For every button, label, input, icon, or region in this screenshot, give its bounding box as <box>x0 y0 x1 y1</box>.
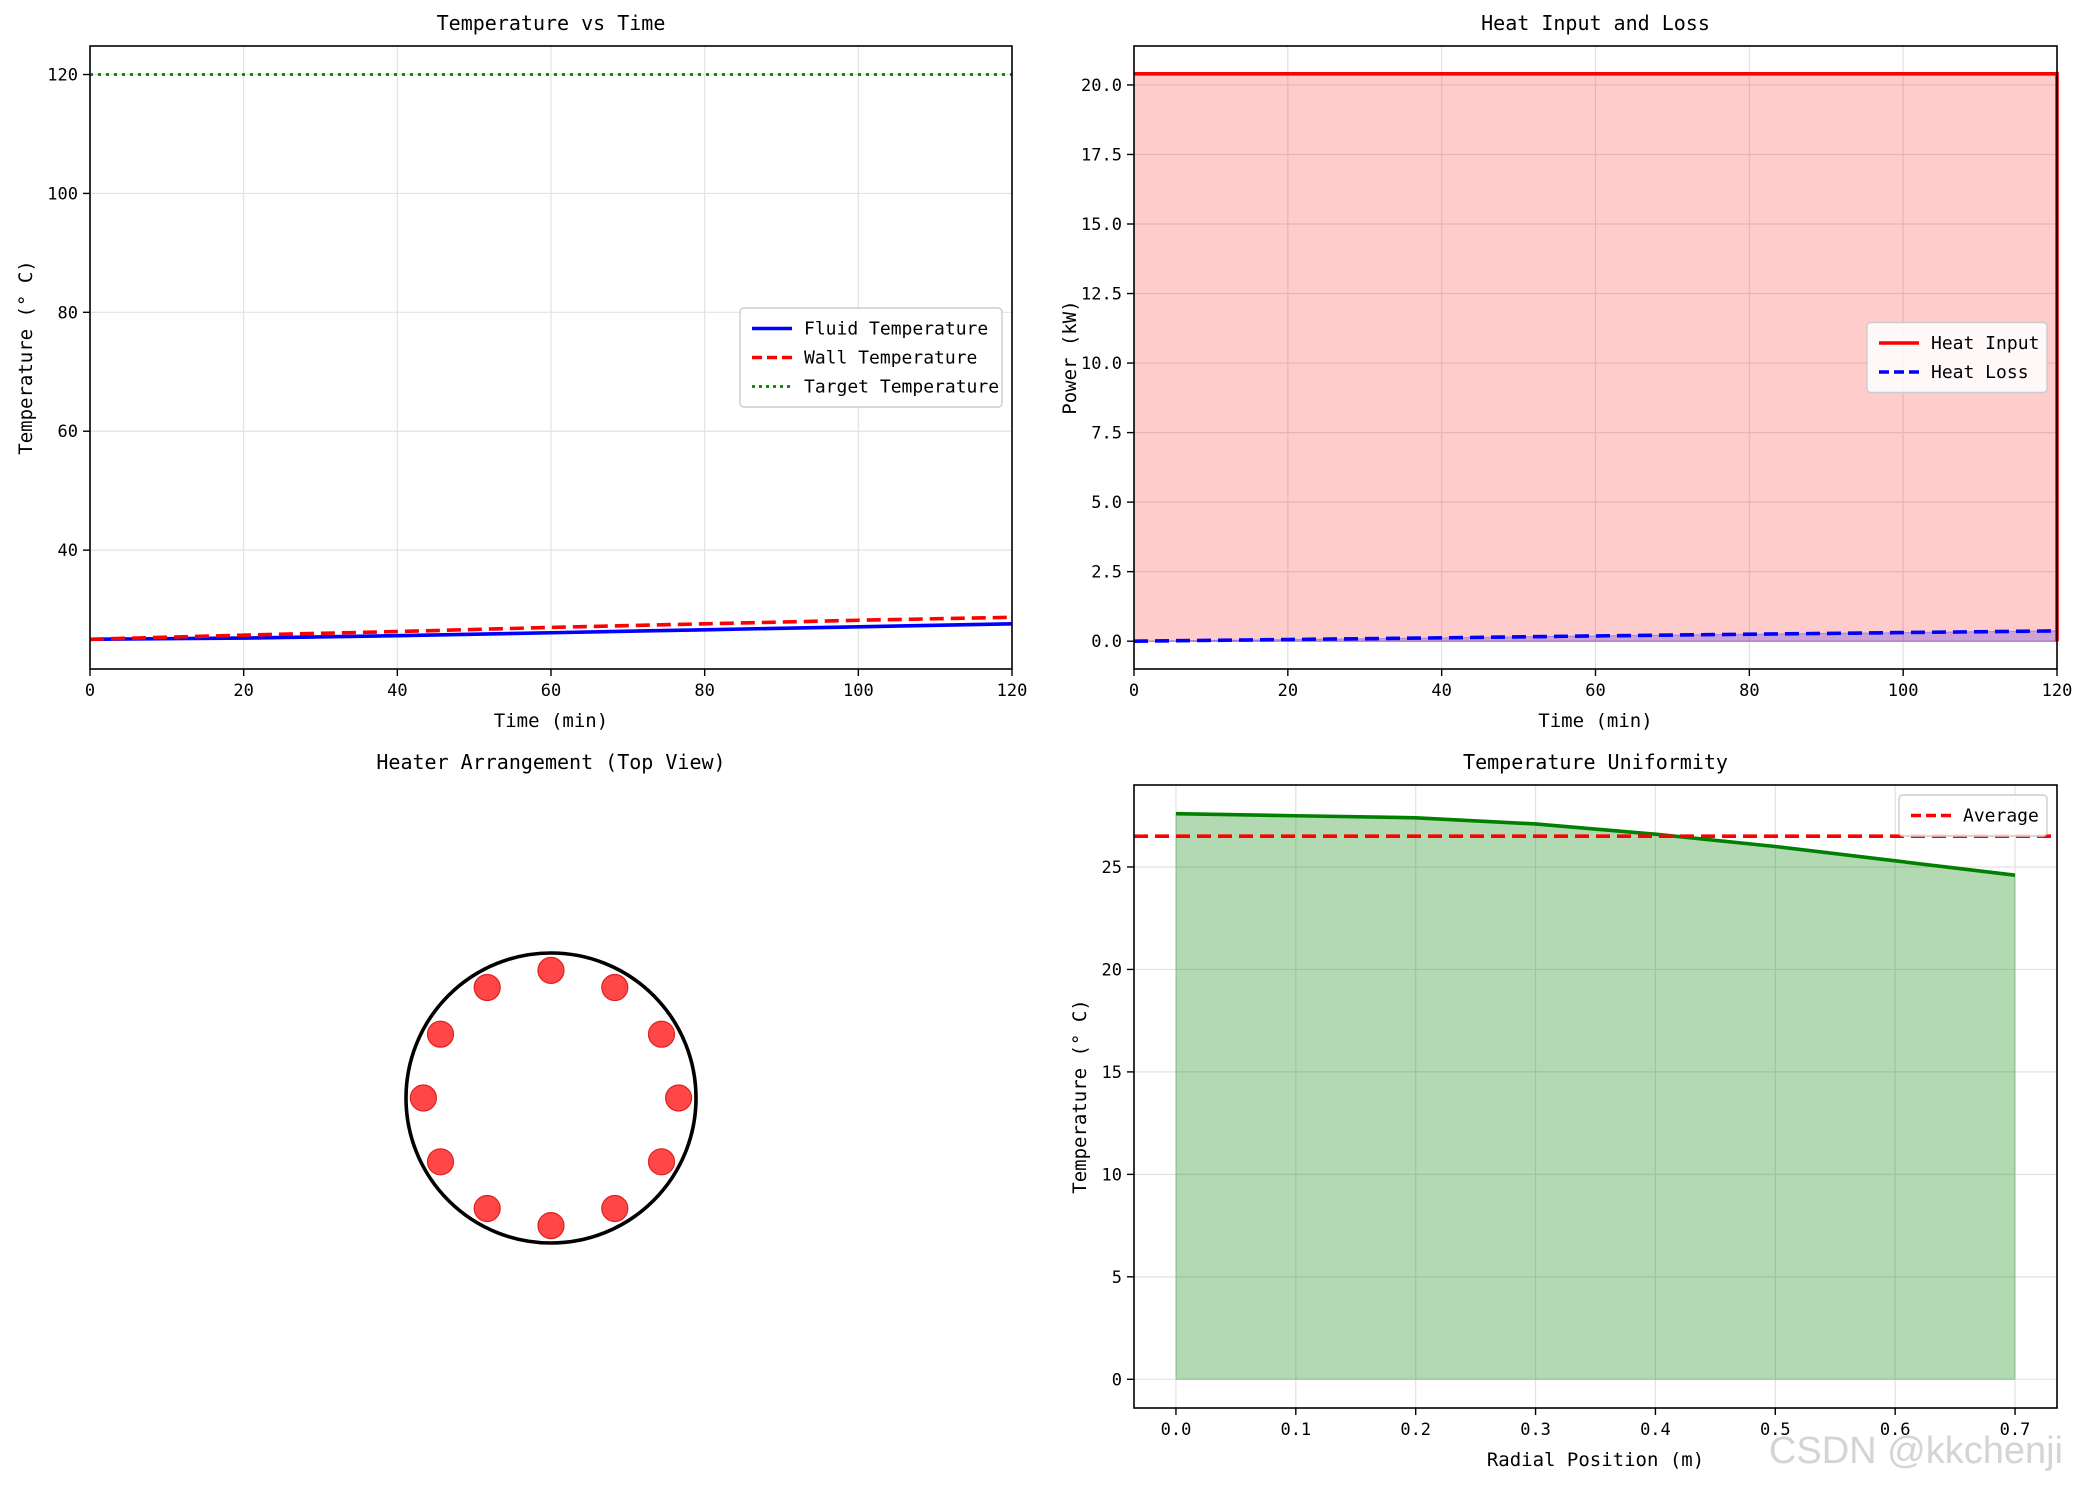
series-line-1 <box>89 622 1013 642</box>
x-tick-label: 60 <box>541 681 561 701</box>
legend-label: Fluid Temperature <box>804 319 988 340</box>
legend-box <box>739 307 1003 408</box>
y-tick-label: 5.0 <box>1091 493 1122 513</box>
chart-title: Heat Input and Loss <box>1481 11 1710 35</box>
x-axis-label: Radial Position (m) <box>1487 1449 1704 1471</box>
y-tick-label: 12.5 <box>1081 285 1122 305</box>
y-tick-label: 0 <box>1112 1370 1122 1390</box>
y-tick-label: 100 <box>47 184 78 204</box>
x-tick-label: 80 <box>1739 681 1759 701</box>
y-axis-label: Power (kW) <box>1059 300 1081 414</box>
x-tick-label: 0 <box>85 681 95 701</box>
x-tick-label: 0.7 <box>2000 1420 2031 1440</box>
series-line-2 <box>1133 629 2058 643</box>
heater-element <box>664 1084 693 1112</box>
heater-element <box>473 973 501 1002</box>
x-tick-label: 120 <box>997 681 1028 701</box>
legend: Fluid Temperature Wall Temperature Target … <box>739 307 1003 408</box>
axes-3: Heater Arrangement (Top View) <box>376 750 726 1245</box>
series-fill-1 <box>1175 813 2016 1380</box>
x-axis-label: Time (min) <box>494 710 608 732</box>
x-tick-label: 0.3 <box>1520 1420 1551 1440</box>
heater-element <box>426 1148 455 1176</box>
axes-4: 0.0 0.1 0.2 0.3 0.4 0.5 0.6 0.7 0 5 10 15 20 25 Temper… <box>1069 750 2058 1471</box>
heater-element <box>537 1211 565 1240</box>
legend-box <box>1866 321 2048 394</box>
x-tick-label: 0.2 <box>1400 1420 1431 1440</box>
x-tick-label: 40 <box>387 681 407 701</box>
heater-element <box>647 1148 676 1176</box>
y-tick-label: 5 <box>1112 1268 1122 1288</box>
x-tick-label: 0.5 <box>1760 1420 1791 1440</box>
y-tick-label: 120 <box>47 66 78 86</box>
legend-label: Heat Input <box>1931 333 2039 354</box>
y-tick-label: 20 <box>1102 960 1122 980</box>
heater-element <box>601 973 629 1002</box>
y-tick-label: 17.5 <box>1081 145 1122 165</box>
legend-label: Target Temperature <box>804 377 999 398</box>
legend-label: Heat Loss <box>1931 362 2029 383</box>
chart-title: Heater Arrangement (Top View) <box>376 750 725 774</box>
heater-element <box>647 1020 676 1048</box>
x-tick-label: 0.0 <box>1161 1420 1192 1440</box>
y-tick-label: 15.0 <box>1081 215 1122 235</box>
x-tick-label: 80 <box>694 681 714 701</box>
series-line-1 <box>1175 811 2016 877</box>
y-tick-label: 2.5 <box>1091 563 1122 583</box>
y-tick-label: 7.5 <box>1091 424 1122 444</box>
axes-1: 0 20 40 60 80 100 120 40 60 80 100 120 Temperature v… <box>15 11 1027 732</box>
legend-box <box>1898 794 2048 837</box>
y-tick-label: 25 <box>1102 858 1122 878</box>
legend: Heat Input Heat Loss <box>1866 321 2048 394</box>
x-tick-label: 100 <box>843 681 874 701</box>
heater-element <box>473 1194 501 1223</box>
legend-label: Average <box>1963 806 2039 827</box>
x-axis-label: Time (min) <box>1538 710 1652 732</box>
x-tick-label: 120 <box>2042 681 2073 701</box>
chart-title: Temperature vs Time <box>437 11 666 35</box>
y-tick-label: 10 <box>1102 1165 1122 1185</box>
x-tick-label: 40 <box>1431 681 1451 701</box>
legend: Average <box>1898 794 2048 837</box>
heater-element <box>537 956 565 985</box>
x-tick-label: 20 <box>233 681 253 701</box>
x-tick-label: 0.6 <box>1880 1420 1911 1440</box>
watermark: CSDN @kkchenji <box>1768 1430 2063 1472</box>
y-tick-label: 40 <box>58 541 78 561</box>
vessel-outline <box>404 951 698 1245</box>
y-tick-label: 80 <box>58 303 78 323</box>
y-tick-label: 20.0 <box>1081 76 1122 96</box>
heater-element <box>601 1194 629 1223</box>
heater-element <box>409 1084 437 1112</box>
y-tick-label: 15 <box>1102 1063 1122 1083</box>
y-tick-label: 10.0 <box>1081 354 1122 374</box>
axes-2: 0 20 40 60 80 100 120 0.0 2.5 5.0 7.5 10.0 12.5 15.0 1… <box>1059 11 2072 732</box>
x-tick-label: 60 <box>1585 681 1605 701</box>
x-tick-label: 0.1 <box>1280 1420 1311 1440</box>
series-line-2 <box>89 615 1013 642</box>
x-tick-label: 0.4 <box>1640 1420 1671 1440</box>
y-axis-label: Temperature (° C) <box>15 260 37 454</box>
x-tick-label: 100 <box>1888 681 1919 701</box>
y-tick-label: 0.0 <box>1091 632 1122 652</box>
x-tick-label: 20 <box>1278 681 1298 701</box>
axes-frame <box>1133 784 2058 1409</box>
x-tick-label: 0 <box>1129 681 1139 701</box>
y-tick-label: 60 <box>58 422 78 442</box>
legend-label: Wall Temperature <box>804 348 977 369</box>
chart-title: Temperature Uniformity <box>1463 750 1728 774</box>
y-axis-label: Temperature (° C) <box>1069 999 1091 1193</box>
heater-element <box>426 1020 455 1048</box>
